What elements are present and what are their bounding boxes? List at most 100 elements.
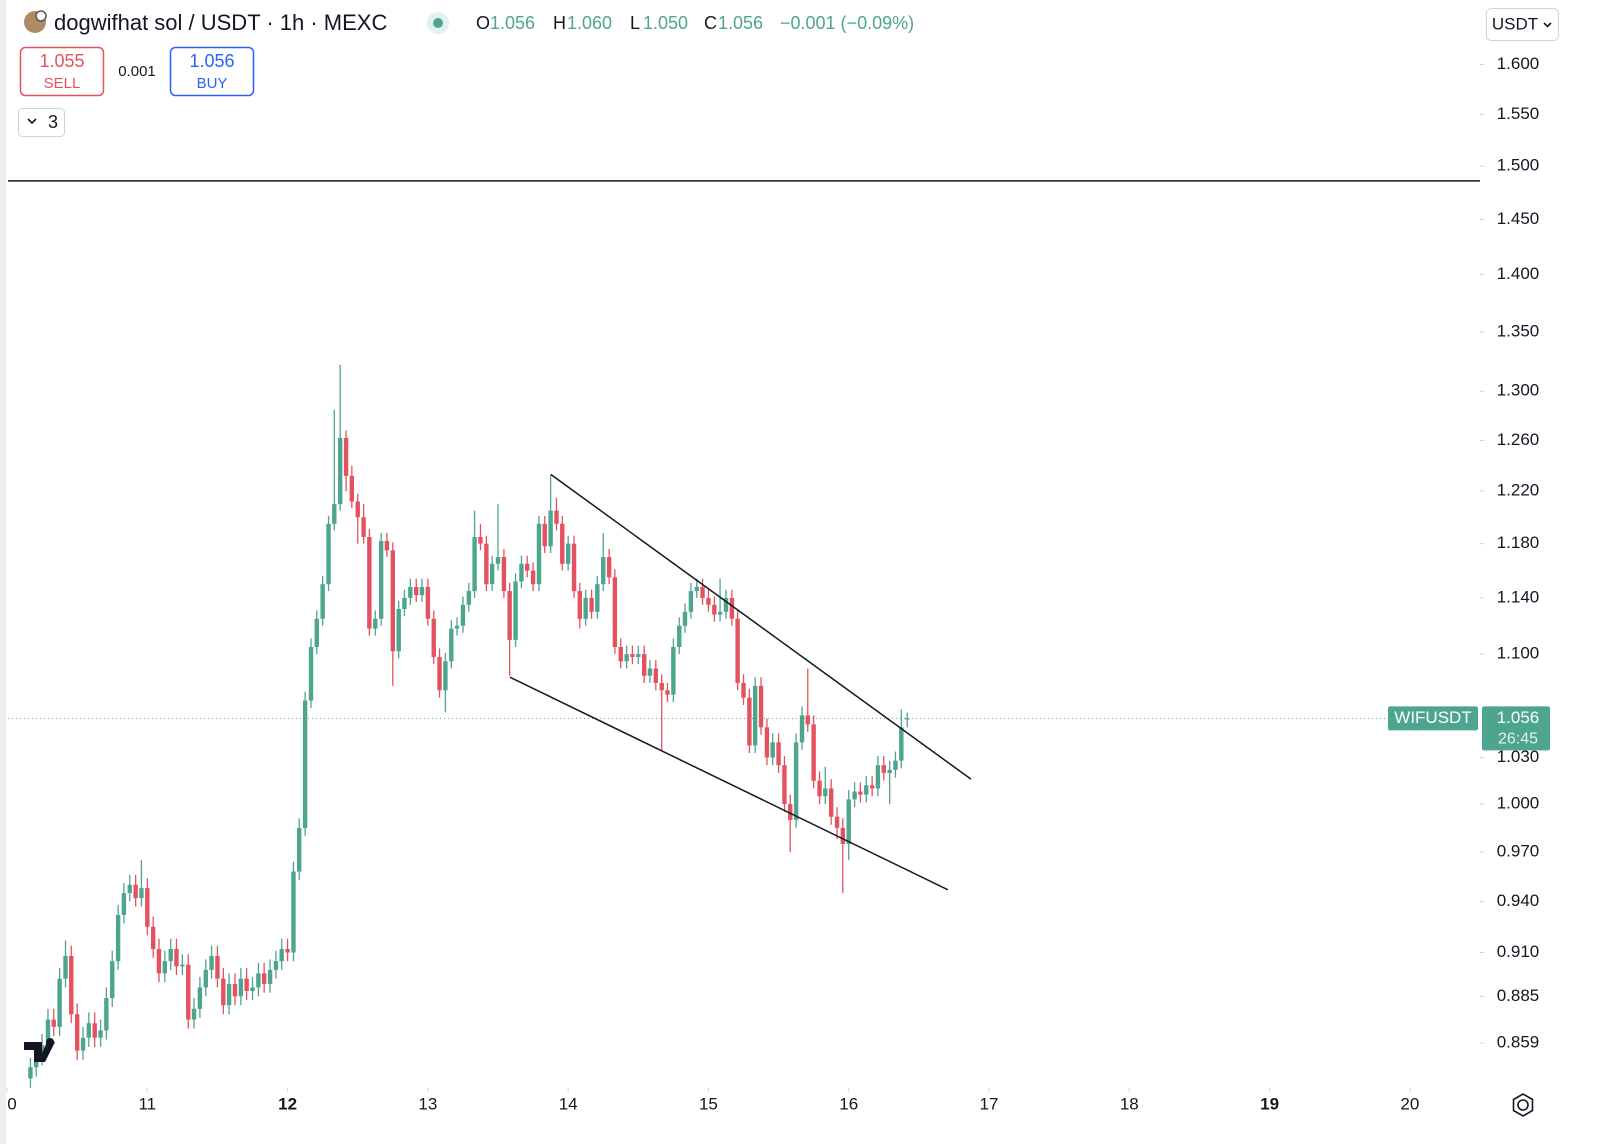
settings-icon[interactable]: [1517, 1099, 1529, 1111]
candle-body: [384, 540, 390, 551]
candle-body: [92, 1023, 97, 1038]
logo: [24, 1038, 55, 1062]
candle-body: [156, 949, 162, 974]
candle-body: [361, 517, 366, 538]
y-tick-label: 1.220: [1497, 481, 1540, 500]
candle-body: [267, 969, 273, 984]
y-tick-label: 1.180: [1497, 533, 1540, 552]
buy-price: 1.056: [189, 51, 234, 71]
y-tick-label: 0.859: [1497, 1033, 1540, 1052]
candle-body: [811, 724, 816, 781]
candle-body: [583, 597, 588, 619]
candle-body: [764, 727, 770, 758]
candle-body: [770, 742, 775, 758]
y-tick-label: 0.970: [1497, 841, 1540, 860]
candle-body: [378, 540, 384, 619]
x-tick-label: 18: [1120, 1094, 1139, 1113]
buy-label: BUY: [197, 75, 228, 92]
candle-body: [881, 765, 886, 773]
x-tick-label: 11: [138, 1094, 156, 1113]
candle-body: [793, 742, 799, 820]
symbol-title: dogwifhat sol / USDT · 1h · MEXC: [54, 10, 387, 35]
candle-body: [799, 715, 805, 743]
candle-body: [887, 769, 892, 773]
candle-body: [297, 827, 302, 872]
candle-body: [653, 668, 659, 683]
candle-body: [577, 591, 582, 619]
candle-body: [174, 949, 179, 967]
candle-body: [133, 884, 138, 899]
candle-body: [513, 581, 518, 640]
candle-body: [858, 791, 863, 795]
x-tick-label: 17: [980, 1094, 999, 1113]
candle-body: [110, 961, 115, 999]
x-tick-label: 16: [839, 1094, 858, 1113]
y-tick-label: 1.260: [1497, 430, 1540, 449]
candle-body: [408, 586, 413, 598]
price-tag: [1482, 706, 1550, 751]
y-tick-label: 0.885: [1497, 986, 1540, 1005]
candle-body: [729, 597, 735, 619]
ohlc-key: L: [630, 13, 640, 33]
symbol-tag: [1388, 706, 1478, 731]
status-dot: [433, 18, 443, 28]
candle-body: [741, 682, 746, 698]
candle-body: [51, 1019, 56, 1027]
candle-body: [191, 1008, 197, 1020]
x-tick-label: 13: [418, 1094, 437, 1113]
currency-selector[interactable]: [1486, 8, 1559, 41]
candle-body: [834, 816, 840, 828]
candle-body: [472, 537, 477, 592]
candle-body: [776, 742, 781, 766]
candle-body: [302, 700, 308, 828]
y-tick-label: 1.450: [1497, 209, 1540, 228]
candle-body: [869, 785, 875, 789]
candle-body: [723, 597, 729, 612]
candle-body: [501, 557, 507, 592]
candle-body: [840, 827, 846, 844]
candle-body: [524, 563, 530, 571]
candle-body: [788, 804, 793, 820]
y-tick-label: 0.910: [1497, 942, 1540, 961]
y-tick-label: 1.140: [1497, 587, 1540, 606]
candle-body: [150, 926, 156, 950]
left-edge: [0, 0, 6, 1144]
candle-body: [677, 625, 682, 647]
candle-body: [437, 656, 442, 691]
buy-button[interactable]: [169, 46, 255, 97]
candle-body: [706, 597, 711, 605]
y-tick-label: 1.400: [1497, 264, 1540, 283]
candle-body: [454, 625, 460, 629]
ohlc-key: O: [476, 13, 490, 33]
candle-body: [390, 550, 395, 652]
y-tick-label: 0.940: [1497, 891, 1540, 910]
candle-body: [355, 501, 360, 518]
y-tick-label: 1.600: [1497, 54, 1540, 73]
x-tick-label: 12: [278, 1094, 297, 1113]
candle-body: [893, 760, 898, 770]
sell-button[interactable]: [19, 46, 105, 97]
candle-body: [121, 893, 127, 915]
sell-price: 1.055: [39, 51, 84, 71]
candle-body: [285, 949, 290, 953]
chevron: [27, 118, 37, 125]
settings-icon-outline: [1512, 1093, 1534, 1117]
candle-body: [805, 715, 810, 725]
y-tick-label: 1.500: [1497, 156, 1540, 175]
indicators-toggle[interactable]: [18, 108, 65, 137]
candle-body: [659, 682, 664, 691]
x-tick-label: 19: [1260, 1094, 1279, 1113]
candle-body: [735, 618, 740, 683]
candle-body: [665, 690, 670, 695]
candle-body: [367, 537, 372, 629]
candle-body: [186, 964, 191, 1020]
candle-body: [758, 685, 764, 728]
candle-body: [484, 543, 489, 585]
candle-body: [337, 437, 343, 505]
candle-body: [612, 577, 618, 647]
candle-body: [817, 780, 822, 797]
y-tick-label: 1.350: [1497, 321, 1540, 340]
candle-body: [782, 765, 787, 805]
